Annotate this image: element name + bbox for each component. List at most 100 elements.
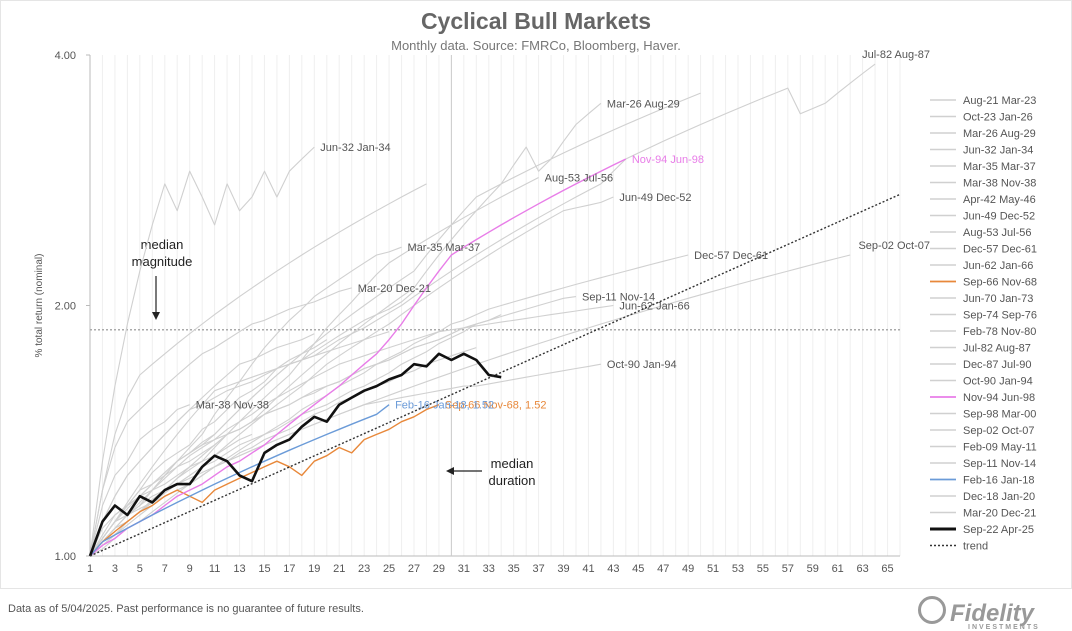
legend-label: Feb-16 Jan-18	[963, 475, 1035, 487]
x-tick-label: 13	[233, 563, 245, 575]
series-end-label: Jul-82 Aug-87	[862, 49, 930, 61]
x-tick-label: 65	[881, 563, 893, 575]
series-line	[89, 254, 851, 557]
arrowhead-icon	[446, 467, 454, 475]
y-tick-label: 4.00	[55, 50, 76, 62]
x-tick-label: 45	[632, 563, 644, 575]
series-end-label: Mar-38 Nov-38	[196, 400, 269, 412]
legend-label: Mar-38 Nov-38	[963, 178, 1036, 190]
legend-label: Sep-11 Nov-14	[963, 458, 1036, 470]
series-end-label: Mar-20 Dec-21	[358, 283, 431, 295]
series-end-label: Aug-53 Jul-56	[545, 173, 614, 185]
series-line	[89, 146, 315, 557]
arrowhead-icon	[152, 312, 160, 320]
x-tick-label: 17	[283, 563, 295, 575]
legend-label: Jun-70 Jan-73	[963, 293, 1033, 305]
series-end-label: Sep-02 Oct-07	[858, 240, 930, 252]
x-tick-label: 19	[308, 563, 320, 575]
x-tick-label: 61	[832, 563, 844, 575]
x-tick-label: 25	[383, 563, 395, 575]
logo-subtext: INVESTMENTS	[968, 624, 1040, 631]
series-end-label: Oct-90 Jan-94	[607, 359, 677, 371]
x-tick-label: 27	[408, 563, 420, 575]
series-line	[88, 352, 502, 557]
x-tick-label: 33	[483, 563, 495, 575]
legend-label: Dec-57 Dec-61	[963, 244, 1037, 256]
x-tick-label: 53	[732, 563, 744, 575]
chart-subtitle: Monthly data. Source: FMRCo, Bloomberg, …	[391, 38, 681, 53]
x-tick-label: 37	[532, 563, 544, 575]
median-duration-label: median	[491, 456, 534, 471]
series-end-label: Nov-94 Jun-98	[632, 154, 704, 166]
series-line	[89, 158, 627, 557]
legend-label: Sep-74 Sep-76	[963, 310, 1037, 322]
x-tick-label: 63	[856, 563, 868, 575]
series-line	[89, 314, 502, 557]
chart-title: Cyclical Bull Markets	[420, 8, 652, 34]
legend-label: Sep-02 Oct-07	[963, 425, 1035, 437]
series-line	[89, 333, 315, 557]
series-end-label: Mar-26 Aug-29	[607, 98, 680, 110]
logo-text: Fidelity	[950, 600, 1035, 627]
legend-label: Jul-82 Aug-87	[963, 343, 1031, 355]
legend-label: Jun-32 Jan-34	[963, 145, 1033, 157]
x-tick-label: 51	[707, 563, 719, 575]
x-tick-label: 43	[607, 563, 619, 575]
legend-label: Jun-62 Jan-66	[963, 260, 1033, 272]
legend-label: Apr-42 May-46	[963, 194, 1036, 206]
legend-label: Mar-35 Mar-37	[963, 161, 1036, 173]
x-tick-label: 59	[807, 563, 819, 575]
chart-frame	[0, 0, 1072, 589]
series-line	[89, 404, 440, 557]
legend-label: Aug-53 Jul-56	[963, 227, 1032, 239]
legend-label: Jun-49 Dec-52	[963, 211, 1035, 223]
footnote: Data as of 5/04/2025. Past performance i…	[8, 603, 364, 615]
x-tick-label: 55	[757, 563, 769, 575]
legend-label: Feb-09 May-11	[963, 442, 1037, 454]
x-tick-label: 57	[782, 563, 794, 575]
series-end-label: Jun-32 Jan-34	[320, 142, 390, 154]
series-end-label: Mar-35 Mar-37	[408, 242, 481, 254]
logo-mark-icon	[918, 596, 946, 624]
series-line	[89, 404, 390, 557]
legend-label: Aug-21 Mar-23	[963, 95, 1036, 107]
series-end-label: Jun-49 Dec-52	[619, 192, 691, 204]
legend-label: Oct-90 Jan-94	[963, 376, 1033, 388]
x-tick-label: 7	[162, 563, 168, 575]
legend-label: Sep-66 Nov-68	[963, 277, 1037, 289]
series-end-label: Jun-62 Jan-66	[619, 301, 689, 313]
x-tick-label: 1	[87, 563, 93, 575]
median-magnitude-label: magnitude	[132, 254, 193, 269]
x-tick-label: 11	[209, 563, 220, 575]
x-tick-label: 49	[682, 563, 694, 575]
series-line	[89, 433, 253, 557]
x-tick-label: 5	[137, 563, 143, 575]
x-tick-label: 39	[557, 563, 569, 575]
legend-label: trend	[963, 541, 988, 553]
x-tick-label: 3	[112, 563, 118, 575]
series-end-label: Sep-11 Nov-14	[582, 292, 655, 304]
series-line	[89, 323, 477, 557]
series-end-label: Dec-57 Dec-61	[694, 250, 768, 262]
series-line	[89, 404, 190, 557]
y-tick-label: 1.00	[55, 551, 76, 563]
series-line	[89, 296, 577, 557]
series-end-label: Feb-16 Jan-18, 1.52	[395, 400, 494, 412]
series-line	[89, 183, 427, 557]
legend-label: Feb-78 Nov-80	[963, 326, 1036, 338]
x-tick-label: 35	[508, 563, 520, 575]
legend-label: Sep-98 Mar-00	[963, 409, 1036, 421]
median-duration-label: duration	[489, 473, 536, 488]
legend-label: Nov-94 Jun-98	[963, 392, 1035, 404]
x-tick-label: 31	[458, 563, 470, 575]
x-tick-label: 9	[187, 563, 193, 575]
legend-label: Mar-20 Dec-21	[963, 508, 1036, 520]
y-tick-label: 2.00	[55, 301, 76, 313]
x-tick-label: 41	[582, 563, 594, 575]
legend-label: Dec-87 Jul-90	[963, 359, 1031, 371]
legend-label: Mar-26 Aug-29	[963, 128, 1036, 140]
legend-label: Sep-22 Apr-25	[963, 524, 1034, 536]
series-line	[89, 63, 876, 557]
x-tick-label: 21	[333, 563, 345, 575]
